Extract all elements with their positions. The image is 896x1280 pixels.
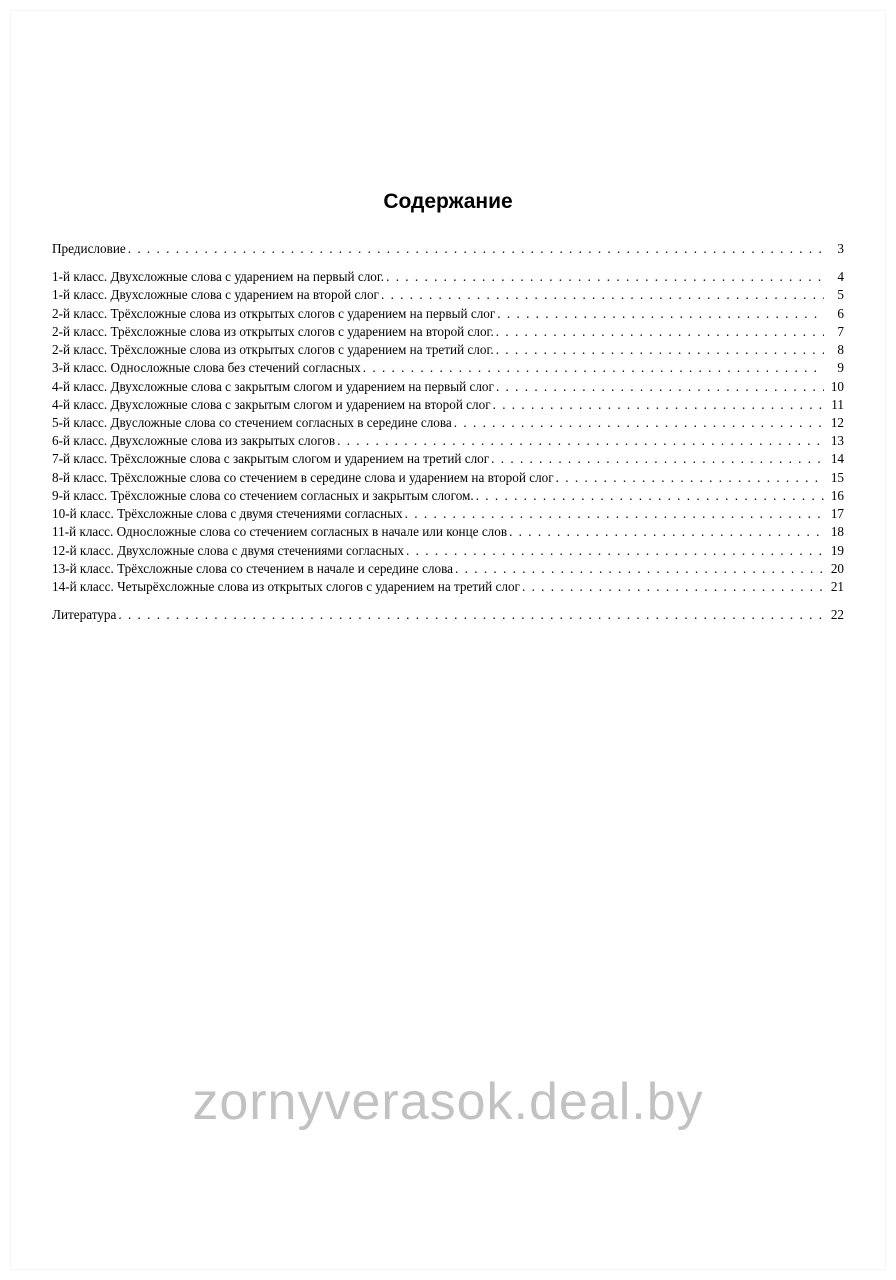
- toc-label: 11-й класс. Односложные слова со стечени…: [52, 523, 507, 541]
- toc-page-number: 19: [826, 542, 844, 560]
- toc-dots: [386, 268, 824, 286]
- toc-dots: [476, 487, 824, 505]
- toc-label: 2-й класс. Трёхсложные слова из открытых…: [52, 323, 494, 341]
- toc-page-number: 14: [826, 450, 844, 468]
- toc-page-number: 3: [826, 240, 844, 258]
- toc-page-number: 17: [826, 505, 844, 523]
- toc-dots: [496, 323, 824, 341]
- toc-page-number: 22: [826, 606, 844, 624]
- toc-row: 4-й класс. Двухсложные слова с закрытым …: [52, 378, 844, 396]
- toc-label: 3-й класс. Односложные слова без стечени…: [52, 359, 361, 377]
- toc-dots: [363, 359, 824, 377]
- toc-dots: [556, 469, 824, 487]
- toc-row: 3-й класс. Односложные слова без стечени…: [52, 359, 844, 377]
- toc-label: 2-й класс. Трёхсложные слова из открытых…: [52, 341, 494, 359]
- toc-dots: [496, 341, 824, 359]
- toc-row: 2-й класс. Трёхсложные слова из открытых…: [52, 323, 844, 341]
- toc-dots: [522, 578, 824, 596]
- toc-row: 11-й класс. Односложные слова со стечени…: [52, 523, 844, 541]
- toc-title: Содержание: [52, 190, 844, 214]
- toc-row: 10-й класс. Трёхсложные слова с двумя ст…: [52, 505, 844, 523]
- toc-label: 14-й класс. Четырёхсложные слова из откр…: [52, 578, 520, 596]
- toc-label: Литература: [52, 606, 116, 624]
- toc-page-number: 18: [826, 523, 844, 541]
- watermark: zornyverasok.deal.by: [0, 1072, 896, 1132]
- toc-dots: [128, 240, 824, 258]
- toc-dots: [406, 542, 824, 560]
- toc-row: Предисловие 3: [52, 240, 844, 258]
- toc-page-number: 13: [826, 432, 844, 450]
- toc-group: 1-й класс. Двухсложные слова с ударением…: [52, 268, 844, 596]
- toc-label: 13-й класс. Трёхсложные слова со стечени…: [52, 560, 453, 578]
- toc-label: 2-й класс. Трёхсложные слова из открытых…: [52, 305, 495, 323]
- toc-page-number: 21: [826, 578, 844, 596]
- toc-row: 12-й класс. Двухсложные слова с двумя ст…: [52, 542, 844, 560]
- toc-label: Предисловие: [52, 240, 126, 258]
- toc-dots: [405, 505, 824, 523]
- toc-page-number: 6: [826, 305, 844, 323]
- toc-row: Литература 22: [52, 606, 844, 624]
- toc-group: Литература 22: [52, 606, 844, 624]
- toc-row: 9-й класс. Трёхсложные слова со стечение…: [52, 487, 844, 505]
- toc-row: 6-й класс. Двухсложные слова из закрытых…: [52, 432, 844, 450]
- toc-row: 8-й класс. Трёхсложные слова со стечение…: [52, 469, 844, 487]
- toc-page-number: 16: [826, 487, 844, 505]
- toc-page-number: 5: [826, 286, 844, 304]
- toc-dots: [118, 606, 824, 624]
- toc-dots: [454, 414, 824, 432]
- toc-page-number: 20: [826, 560, 844, 578]
- toc-row: 5-й класс. Двусложные слова со стечением…: [52, 414, 844, 432]
- toc-dots: [496, 378, 824, 396]
- toc-page-number: 10: [826, 378, 844, 396]
- toc-dots: [381, 286, 824, 304]
- toc: Предисловие 3 1-й класс. Двухсложные слова…: [52, 240, 844, 624]
- toc-dots: [497, 305, 824, 323]
- toc-page-number: 12: [826, 414, 844, 432]
- toc-page-number: 4: [826, 268, 844, 286]
- toc-page-number: 9: [826, 359, 844, 377]
- page: Содержание Предисловие 3 1-й класс. Двухсл…: [10, 0, 886, 624]
- toc-row: 14-й класс. Четырёхсложные слова из откр…: [52, 578, 844, 596]
- toc-row: 1-й класс. Двухсложные слова с ударением…: [52, 268, 844, 286]
- toc-dots: [491, 450, 824, 468]
- toc-page-number: 15: [826, 469, 844, 487]
- toc-page-number: 8: [826, 341, 844, 359]
- toc-label: 8-й класс. Трёхсложные слова со стечение…: [52, 469, 554, 487]
- toc-dots: [509, 523, 824, 541]
- toc-page-number: 11: [826, 396, 844, 414]
- toc-dots: [455, 560, 824, 578]
- toc-label: 1-й класс. Двухсложные слова с ударением…: [52, 268, 384, 286]
- toc-label: 10-й класс. Трёхсложные слова с двумя ст…: [52, 505, 403, 523]
- toc-dots: [337, 432, 824, 450]
- toc-label: 4-й класс. Двухсложные слова с закрытым …: [52, 378, 494, 396]
- toc-row: 4-й класс. Двухсложные слова с закрытым …: [52, 396, 844, 414]
- toc-label: 9-й класс. Трёхсложные слова со стечение…: [52, 487, 474, 505]
- toc-row: 7-й класс. Трёхсложные слова с закрытым …: [52, 450, 844, 468]
- toc-label: 7-й класс. Трёхсложные слова с закрытым …: [52, 450, 489, 468]
- toc-row: 1-й класс. Двухсложные слова с ударением…: [52, 286, 844, 304]
- toc-label: 6-й класс. Двухсложные слова из закрытых…: [52, 432, 335, 450]
- toc-label: 1-й класс. Двухсложные слова с ударением…: [52, 286, 379, 304]
- toc-label: 5-й класс. Двусложные слова со стечением…: [52, 414, 452, 432]
- toc-label: 12-й класс. Двухсложные слова с двумя ст…: [52, 542, 404, 560]
- toc-dots: [493, 396, 824, 414]
- toc-page-number: 7: [826, 323, 844, 341]
- toc-group: Предисловие 3: [52, 240, 844, 258]
- toc-row: 2-й класс. Трёхсложные слова из открытых…: [52, 305, 844, 323]
- toc-row: 2-й класс. Трёхсложные слова из открытых…: [52, 341, 844, 359]
- toc-label: 4-й класс. Двухсложные слова с закрытым …: [52, 396, 491, 414]
- toc-row: 13-й класс. Трёхсложные слова со стечени…: [52, 560, 844, 578]
